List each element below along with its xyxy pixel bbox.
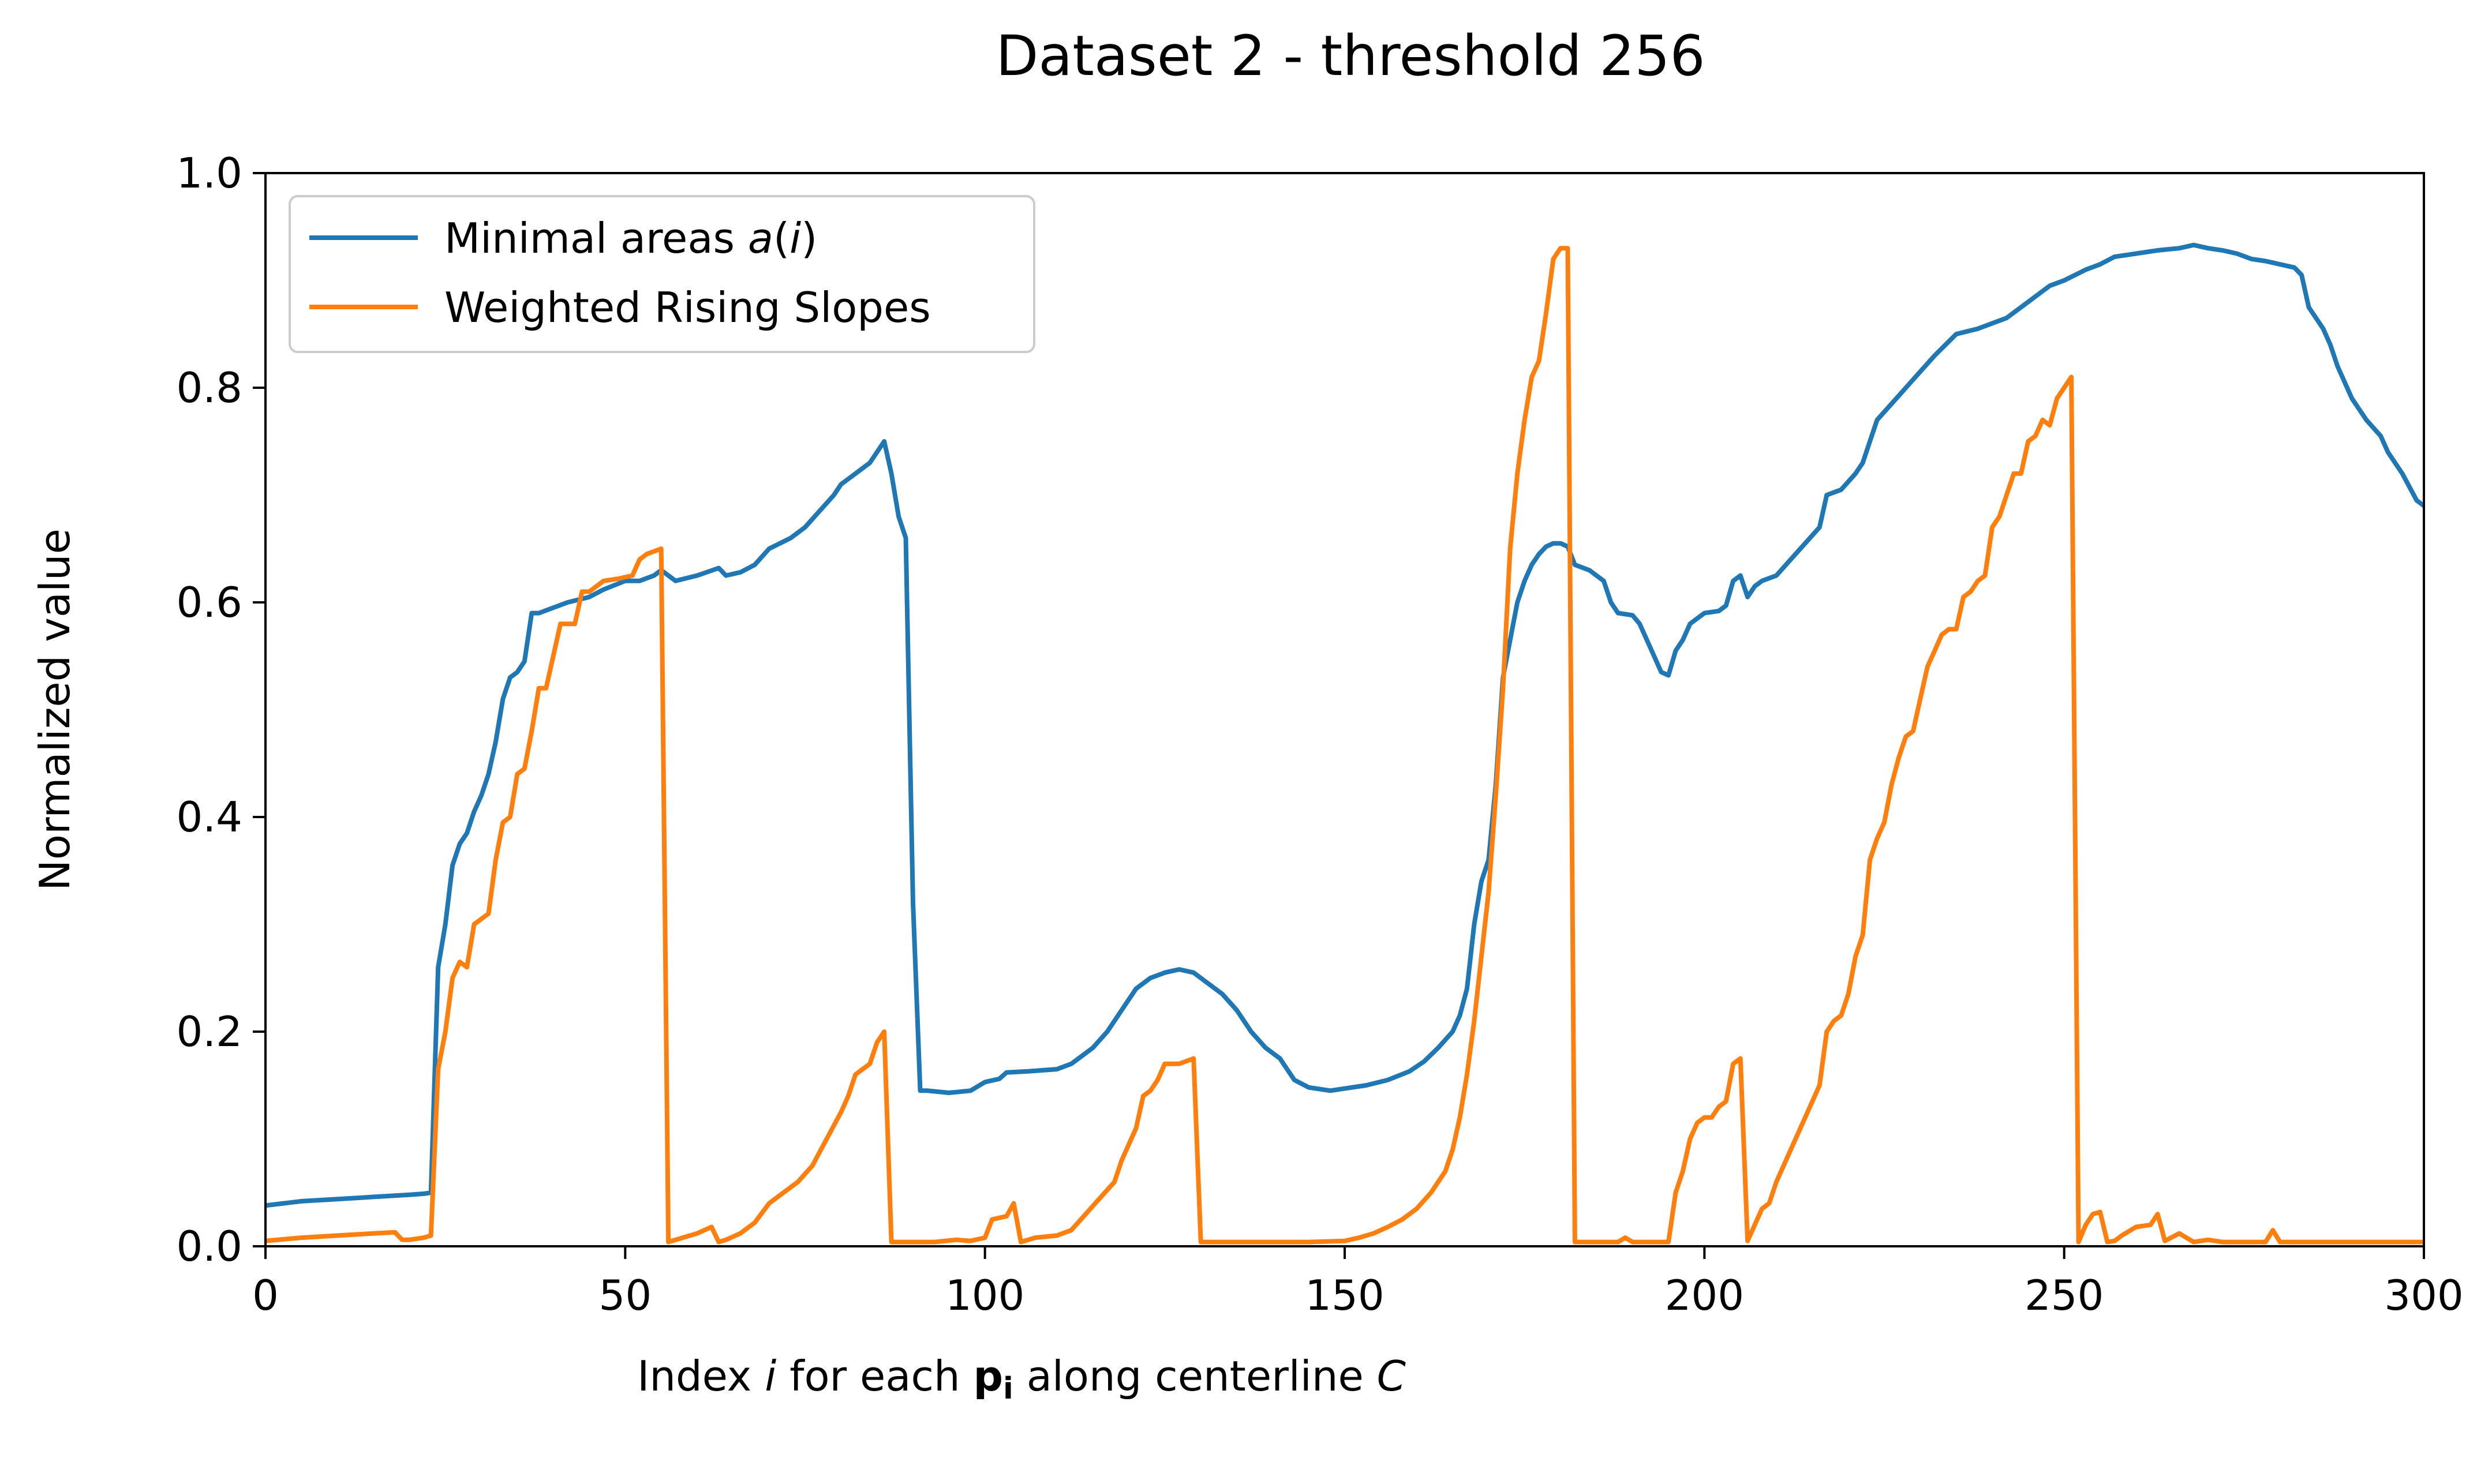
x-tick-label: 250 (2025, 1271, 2104, 1320)
y-tick-label: 0.2 (176, 1007, 242, 1056)
y-axis: 0.0 0.2 0.4 0.6 0.8 1.0 (176, 149, 265, 1271)
x-axis: 0 50 100 150 200 250 300 (252, 1246, 2464, 1320)
legend-label-minimal-areas-close: ) (801, 214, 817, 263)
x-tick-label: 200 (1665, 1271, 1744, 1320)
y-tick-label: 1.0 (176, 149, 242, 197)
legend-label-minimal-areas-var: a (748, 214, 773, 263)
x-tick-label: 150 (1305, 1271, 1384, 1320)
x-axis-label-bold: p (974, 1352, 1004, 1400)
legend: Minimal areas a(i) Weighted Rising Slope… (289, 195, 1035, 353)
legend-label-minimal-areas-arg: i (789, 214, 801, 263)
x-axis-label-middle: for each (776, 1352, 973, 1400)
legend-label-weighted-rising-slopes-text: Weighted Rising Slopes (444, 283, 931, 332)
legend-label-minimal-areas-prefix: Minimal areas (444, 214, 748, 263)
x-axis-label-var: i (765, 1352, 776, 1400)
legend-label-weighted-rising-slopes: Weighted Rising Slopes (444, 283, 931, 332)
legend-label-minimal-areas: Minimal areas a(i) (444, 214, 817, 263)
x-tick-label: 100 (945, 1271, 1024, 1320)
legend-box (289, 195, 1035, 353)
x-axis-label-prefix: Index (637, 1352, 765, 1400)
chart-title: Dataset 2 - threshold 256 (996, 24, 1705, 88)
y-tick-label: 0.8 (176, 363, 242, 412)
x-tick-label: 300 (2384, 1271, 2463, 1320)
x-axis-label: Index i for each pi along centerline C (637, 1352, 1406, 1406)
series-line-minimal-areas (265, 242, 2424, 1208)
x-tick-label: 50 (599, 1271, 652, 1320)
legend-label-minimal-areas-open: ( (773, 214, 789, 263)
x-tick-label: 0 (252, 1271, 279, 1320)
series-lines (265, 242, 2424, 1245)
x-axis-label-var2: C (1377, 1352, 1406, 1400)
x-axis-label-suffix: along centerline (1013, 1352, 1377, 1400)
y-axis-label: Normalized value (31, 529, 79, 891)
x-axis-label-bold-sub: i (1003, 1371, 1013, 1406)
y-tick-label: 0.6 (176, 578, 242, 627)
y-tick-label: 0.4 (176, 793, 242, 841)
series-line-weighted-rising-slopes (265, 246, 2424, 1245)
y-tick-label: 0.0 (176, 1222, 242, 1271)
